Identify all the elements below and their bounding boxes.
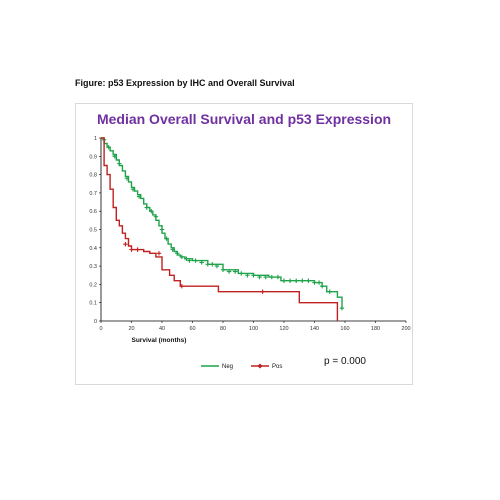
censor-mark-neg — [210, 262, 215, 267]
censor-mark-neg — [306, 278, 311, 283]
censor-mark-neg — [245, 273, 250, 278]
x-tick-label: 120 — [279, 326, 288, 332]
censor-mark-neg — [263, 274, 268, 280]
censor-mark-neg — [214, 263, 220, 269]
series-line-pos — [101, 137, 339, 321]
censor-mark-neg — [187, 258, 192, 263]
y-tick-label: 0.8 — [89, 173, 97, 179]
y-tick-label: 0 — [94, 319, 97, 325]
x-tick-label: 60 — [189, 326, 195, 332]
x-tick-label: 200 — [401, 326, 410, 332]
censor-mark-pos — [135, 247, 140, 252]
censor-mark-neg — [130, 187, 136, 192]
y-tick-label: 0.3 — [89, 264, 97, 270]
censor-mark-neg — [153, 214, 159, 219]
x-tick-label: 100 — [249, 326, 258, 332]
censor-mark-neg — [175, 251, 180, 256]
censor-mark-neg — [136, 194, 142, 199]
censor-mark-pos — [260, 289, 265, 294]
censor-mark-pos — [123, 241, 128, 247]
censor-mark-neg — [199, 260, 204, 265]
p-value-label: p = 0.000 — [324, 356, 366, 367]
censor-mark-neg — [164, 236, 169, 241]
censor-mark-neg — [159, 227, 165, 232]
censor-mark-neg — [144, 205, 149, 210]
censor-mark-neg — [281, 278, 287, 283]
censor-mark-neg — [233, 269, 238, 274]
censor-mark-pos — [156, 251, 162, 256]
chart-title: Median Overall Survival and p53 Expressi… — [96, 111, 392, 127]
censor-mark-neg — [117, 161, 122, 166]
censor-mark-neg — [275, 274, 281, 280]
censor-mark-neg — [179, 254, 185, 260]
y-tick-label: 0.9 — [89, 154, 97, 160]
censor-mark-neg — [294, 278, 299, 283]
x-tick-label: 20 — [128, 326, 134, 332]
x-tick-label: 180 — [371, 326, 380, 332]
censor-mark-neg — [269, 274, 274, 280]
x-tick-label: 40 — [159, 326, 165, 332]
legend-label-neg: Neg — [222, 364, 233, 370]
x-tick-label: 80 — [220, 326, 226, 332]
censor-mark-pos — [179, 284, 185, 289]
censor-mark-neg — [257, 274, 262, 280]
x-tick-label: 160 — [340, 326, 349, 332]
censor-mark-neg — [220, 267, 226, 272]
x-tick-label: 0 — [99, 326, 102, 332]
series-line-neg — [101, 137, 343, 309]
y-tick-label: 0.4 — [89, 246, 97, 252]
censor-mark-neg — [339, 305, 345, 311]
y-tick-label: 0.7 — [89, 191, 97, 197]
censor-mark-neg — [300, 278, 305, 283]
censor-mark-neg — [239, 271, 244, 276]
censor-mark-neg — [312, 280, 317, 285]
y-tick-label: 0.6 — [89, 209, 97, 215]
legend-marker-pos — [257, 363, 263, 369]
y-tick-label: 0.1 — [89, 301, 97, 307]
x-axis-label: Survival (months) — [132, 337, 187, 344]
censor-mark-neg — [106, 144, 111, 150]
censor-mark-neg — [170, 247, 175, 252]
figure-caption: Figure: p53 Expression by IHC and Overal… — [75, 78, 295, 88]
censor-mark-neg — [193, 258, 198, 263]
chart-panel: Median Overall Survival and p53 Expressi… — [75, 103, 413, 385]
censor-mark-neg — [327, 289, 332, 294]
censor-mark-neg — [316, 280, 322, 285]
y-tick-label: 0.2 — [89, 282, 97, 288]
censor-mark-neg — [149, 209, 154, 214]
y-tick-label: 1 — [94, 136, 97, 142]
censor-mark-neg — [226, 269, 232, 274]
y-tick-label: 0.5 — [89, 228, 97, 234]
censor-mark-neg — [287, 278, 293, 283]
survival-chart: 0 0.1 0.2 0.3 0.4 0.5 0.6 0.7 0.8 0.9 1 0 20 40 60 80 10… — [89, 136, 410, 370]
censor-mark-neg — [124, 176, 130, 181]
censor-mark-neg — [184, 256, 189, 261]
censor-mark-neg — [251, 273, 256, 278]
censor-mark-pos — [129, 247, 134, 252]
x-tick-label: 140 — [310, 326, 319, 332]
censor-mark-neg — [205, 262, 210, 267]
censor-mark-neg — [319, 284, 325, 289]
censor-mark-neg — [112, 154, 117, 159]
legend-label-pos: Pos — [272, 364, 282, 370]
